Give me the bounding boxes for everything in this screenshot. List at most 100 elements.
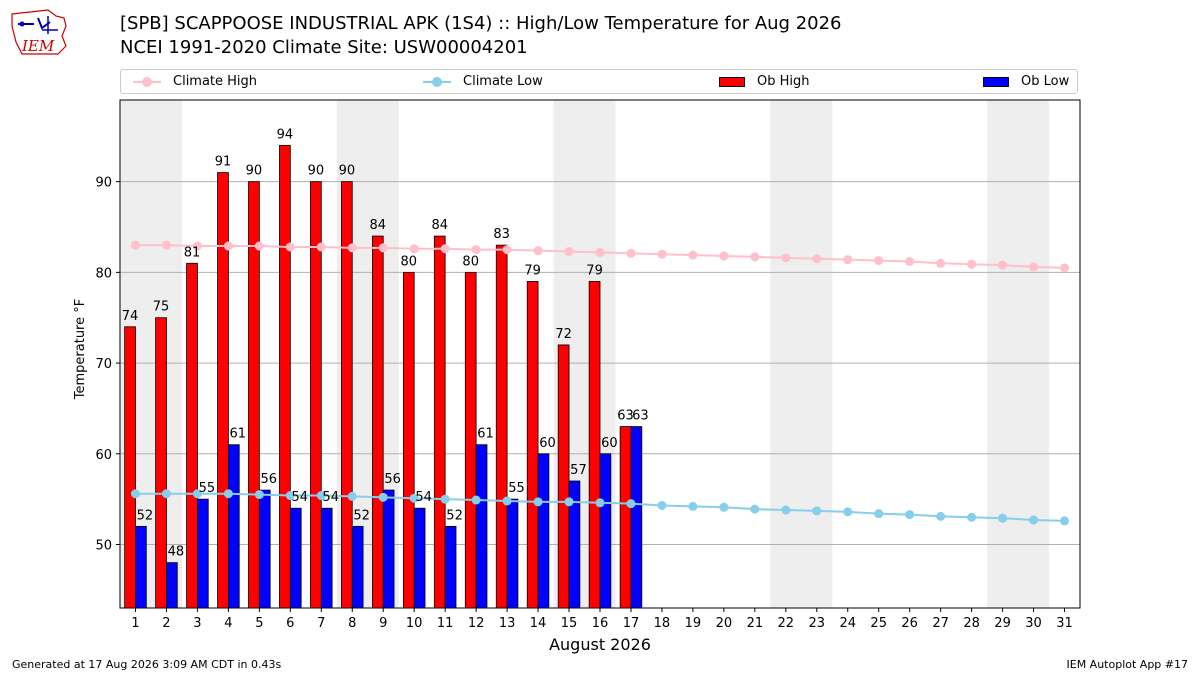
x-tick-label: 18 xyxy=(654,616,671,631)
data-label-ob-high: 83 xyxy=(493,227,510,242)
data-label-ob-low: 55 xyxy=(508,481,525,496)
climate-low-point xyxy=(409,493,419,503)
legend-label-ob-high: Ob High xyxy=(757,74,810,89)
x-tick-label: 13 xyxy=(499,616,516,631)
climate-low-point xyxy=(719,502,729,512)
climate-low-point xyxy=(595,498,605,508)
logo-text: IEM xyxy=(21,37,55,55)
x-tick-label: 10 xyxy=(406,616,423,631)
data-label-ob-low: 52 xyxy=(137,508,154,523)
footer-app: IEM Autoplot App #17 xyxy=(1066,658,1189,671)
climate-low-point xyxy=(378,492,388,502)
ob-low-swatch xyxy=(983,76,1009,87)
climate-low-point xyxy=(998,513,1008,523)
y-tick-label: 80 xyxy=(95,266,112,281)
bar-ob-low xyxy=(599,453,612,609)
x-tick-label: 21 xyxy=(747,616,764,631)
x-tick-label: 11 xyxy=(437,616,454,631)
climate-low-point xyxy=(533,497,543,507)
x-tick-label: 15 xyxy=(561,616,578,631)
climate-high-point xyxy=(285,242,295,252)
x-tick-label: 26 xyxy=(901,616,918,631)
data-label-ob-low: 63 xyxy=(632,409,649,424)
x-tick-label: 31 xyxy=(1056,616,1073,631)
data-label-ob-low: 56 xyxy=(261,472,278,487)
data-label-ob-high: 79 xyxy=(586,263,603,278)
data-label-ob-low: 61 xyxy=(477,427,494,442)
iem-logo: IEM xyxy=(8,6,70,62)
bar-ob-low xyxy=(413,507,426,609)
bar-ob-high xyxy=(588,281,601,609)
climate-low-point xyxy=(192,489,202,499)
x-tick-label: 16 xyxy=(592,616,609,631)
data-label-ob-high: 84 xyxy=(431,218,448,233)
climate-low-point xyxy=(843,507,853,517)
climate-low-point xyxy=(812,506,822,516)
y-tick-label: 90 xyxy=(95,176,112,191)
legend-label-climate-low: Climate Low xyxy=(463,74,543,89)
climate-high-point xyxy=(1029,262,1039,272)
climate-low-point xyxy=(254,490,264,500)
climate-high-point xyxy=(130,240,140,250)
bar-ob-high xyxy=(619,426,632,609)
climate-high-point xyxy=(874,256,884,266)
data-label-ob-high: 80 xyxy=(462,254,479,269)
bar-ob-high xyxy=(371,235,384,609)
data-label-ob-low: 60 xyxy=(601,436,618,451)
data-label-ob-low: 57 xyxy=(570,463,587,478)
climate-high-point xyxy=(657,249,667,259)
bar-ob-low xyxy=(351,525,364,609)
data-label-ob-high: 79 xyxy=(524,263,541,278)
climate-high-point xyxy=(688,250,698,260)
x-tick-label: 22 xyxy=(778,616,795,631)
x-tick-label: 29 xyxy=(994,616,1011,631)
climate-high-point xyxy=(564,246,574,256)
bar-ob-low xyxy=(475,444,488,609)
climate-high-point xyxy=(719,251,729,261)
climate-low-point xyxy=(936,511,946,521)
data-label-ob-low: 55 xyxy=(199,481,216,496)
data-label-ob-high: 72 xyxy=(555,327,572,342)
chart-subtitle: NCEI 1991-2020 Climate Site: USW00004201 xyxy=(120,37,528,58)
climate-high-point xyxy=(812,254,822,264)
climate-low-point xyxy=(750,504,760,514)
bar-ob-low xyxy=(382,489,395,609)
climate-low-point xyxy=(781,505,791,515)
bar-ob-high xyxy=(279,144,291,609)
legend-item-ob-low: Ob Low xyxy=(983,74,1069,89)
y-tick-label: 50 xyxy=(95,539,112,554)
climate-high-point xyxy=(626,248,636,258)
bar-ob-high xyxy=(464,271,477,609)
bar-ob-high xyxy=(526,281,539,609)
climate-low-point xyxy=(626,499,636,509)
climate-high-point xyxy=(781,253,791,263)
climate-low-point xyxy=(347,491,357,501)
x-tick-label: 1 xyxy=(131,616,139,631)
x-tick-label: 20 xyxy=(716,616,733,631)
climate-high-point xyxy=(440,244,450,254)
bar-ob-low xyxy=(135,525,147,609)
bar-ob-low xyxy=(537,453,550,609)
x-tick-label: 9 xyxy=(379,616,387,631)
y-tick-label: 70 xyxy=(95,357,112,372)
climate-low-point xyxy=(874,509,884,519)
climate-low-swatch xyxy=(423,76,451,87)
climate-high-point xyxy=(409,244,419,254)
data-label-ob-high: 75 xyxy=(153,300,170,315)
y-tick-label: 60 xyxy=(95,448,112,463)
x-tick-label: 25 xyxy=(870,616,887,631)
climate-high-point xyxy=(843,255,853,265)
climate-low-point xyxy=(688,501,698,511)
data-label-ob-high: 84 xyxy=(370,218,387,233)
climate-low-point xyxy=(161,489,171,499)
x-tick-label: 2 xyxy=(162,616,170,631)
weekend-band xyxy=(770,100,833,608)
climate-high-point xyxy=(967,259,977,269)
bar-ob-low xyxy=(258,489,271,609)
climate-high-point xyxy=(936,258,946,268)
bar-ob-low xyxy=(289,507,302,609)
climate-high-point xyxy=(347,243,357,253)
bar-ob-high xyxy=(155,317,167,609)
legend-label-climate-high: Climate High xyxy=(173,74,258,89)
